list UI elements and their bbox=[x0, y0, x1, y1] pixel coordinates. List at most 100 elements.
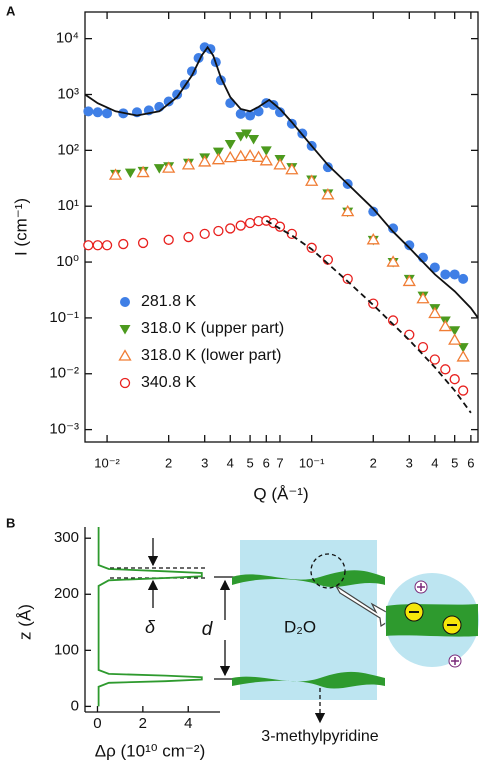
data-point bbox=[223, 150, 237, 163]
x-tick-label: 6 bbox=[263, 455, 270, 470]
data-point bbox=[245, 110, 256, 121]
legend-label: 318.0 K (lower part) bbox=[141, 347, 282, 364]
data-point bbox=[321, 188, 335, 200]
data-point bbox=[456, 350, 470, 362]
x-tick-label: 3 bbox=[406, 455, 413, 470]
data-point bbox=[273, 158, 287, 170]
component-label: 3-methylpyridine bbox=[261, 728, 378, 745]
data-point bbox=[342, 273, 353, 285]
data-point bbox=[199, 228, 210, 239]
data-point bbox=[83, 106, 94, 117]
data-point bbox=[386, 255, 400, 267]
solvent-label: D₂O bbox=[284, 617, 316, 636]
bilayer-diagram bbox=[232, 540, 479, 724]
data-point bbox=[213, 225, 224, 237]
data-point bbox=[92, 107, 103, 118]
data-point bbox=[259, 154, 273, 166]
data-point bbox=[274, 107, 285, 118]
data-point bbox=[124, 168, 136, 179]
data-point bbox=[404, 240, 415, 251]
data-point bbox=[388, 223, 399, 234]
data-point bbox=[198, 155, 212, 167]
legend-marker bbox=[119, 325, 131, 335]
panel-label: A bbox=[6, 3, 16, 18]
x-tick-label: 5 bbox=[451, 455, 458, 470]
data-point bbox=[234, 149, 248, 162]
legend-marker bbox=[118, 349, 132, 361]
y-tick-label: 10⁻² bbox=[49, 365, 79, 382]
data-point bbox=[417, 341, 429, 353]
data-point bbox=[225, 223, 236, 234]
d-marker bbox=[214, 576, 236, 680]
x-tick-label: 4 bbox=[184, 715, 192, 732]
data-point bbox=[212, 147, 224, 158]
data-point bbox=[163, 234, 174, 245]
x-tick-label: 3 bbox=[201, 455, 208, 470]
data-point bbox=[457, 343, 469, 353]
y-tick-label: 300 bbox=[54, 529, 79, 546]
y-tick-label: 10¹ bbox=[57, 197, 79, 214]
data-point bbox=[235, 132, 247, 142]
data-point bbox=[183, 231, 194, 243]
profile-line bbox=[97, 527, 203, 707]
y-tick-label: 200 bbox=[54, 585, 79, 602]
data-point bbox=[225, 98, 236, 109]
x-tick-label: 2 bbox=[139, 715, 147, 732]
y-tick-label: 10³ bbox=[57, 85, 79, 102]
x-tick-label: 4 bbox=[431, 455, 438, 470]
x-axis-label: Δρ (10¹⁰ cm⁻²) bbox=[95, 741, 205, 760]
data-point bbox=[240, 129, 252, 140]
x-tick-label: 10⁻² bbox=[94, 455, 120, 470]
data-point bbox=[153, 164, 165, 174]
data-point bbox=[136, 165, 150, 178]
data-point bbox=[402, 274, 416, 287]
x-tick-label: 6 bbox=[467, 455, 474, 470]
x-axis-label: Q (Å⁻¹) bbox=[253, 484, 308, 503]
y-tick-label: 10⁰ bbox=[56, 253, 79, 270]
data-point bbox=[92, 240, 103, 251]
data-point bbox=[118, 238, 129, 250]
data-point bbox=[235, 108, 246, 119]
data-point bbox=[260, 146, 272, 156]
data-point bbox=[243, 148, 257, 161]
data-point bbox=[449, 326, 461, 336]
data-point bbox=[341, 204, 355, 217]
data-point bbox=[440, 269, 451, 280]
d-label: d bbox=[202, 619, 214, 640]
data-point bbox=[458, 273, 469, 284]
y-axis-label: z (Å) bbox=[15, 604, 34, 640]
data-point bbox=[448, 333, 462, 345]
data-point bbox=[458, 385, 469, 396]
plot-frame bbox=[84, 11, 479, 443]
data-point bbox=[366, 233, 380, 245]
delta-label: δ bbox=[145, 617, 156, 637]
data-point bbox=[108, 168, 123, 180]
data-point bbox=[428, 306, 442, 319]
legend-marker bbox=[120, 297, 130, 307]
x-tick-label: 0 bbox=[93, 715, 101, 732]
data-point bbox=[235, 220, 246, 231]
data-point bbox=[368, 206, 379, 217]
y-tick-label: 100 bbox=[54, 641, 79, 658]
data-point bbox=[181, 158, 196, 170]
data-point bbox=[368, 298, 379, 309]
data-point bbox=[305, 174, 319, 186]
data-point bbox=[211, 152, 226, 165]
data-point bbox=[102, 108, 113, 119]
data-point bbox=[244, 217, 256, 229]
y-tick-label: 10² bbox=[57, 141, 79, 158]
data-point bbox=[429, 262, 440, 273]
legend-label: 340.8 K bbox=[141, 374, 196, 391]
data-point bbox=[438, 319, 452, 332]
y-tick-label: 0 bbox=[71, 697, 79, 714]
data-point bbox=[251, 150, 266, 162]
data-point bbox=[224, 139, 236, 150]
data-point bbox=[137, 237, 149, 249]
data-point bbox=[248, 134, 260, 145]
x-tick-label: 5 bbox=[246, 455, 253, 470]
data-point bbox=[101, 240, 113, 251]
fit-line bbox=[84, 45, 479, 319]
x-tick-label: 2 bbox=[165, 455, 172, 470]
x-tick-label: 10⁻¹ bbox=[299, 455, 325, 470]
